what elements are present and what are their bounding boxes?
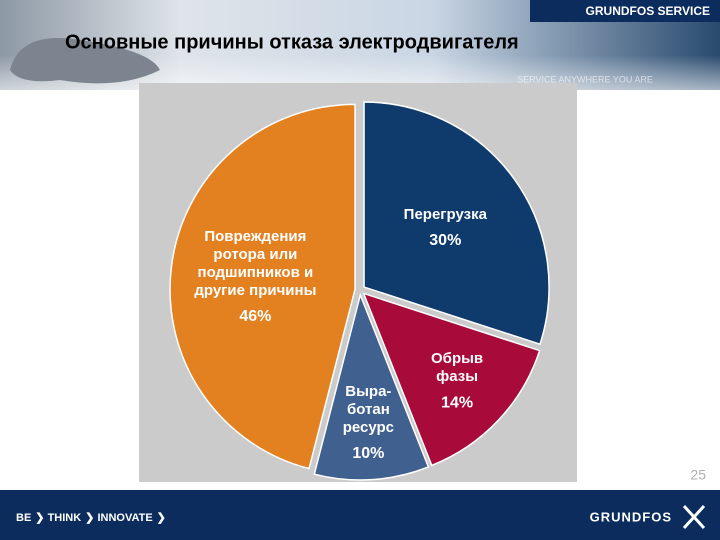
header-pipe bbox=[10, 38, 160, 84]
value-label: 46% bbox=[239, 308, 271, 325]
slice-label: подшипников и bbox=[198, 264, 314, 281]
slice-label: ресурс bbox=[343, 419, 394, 436]
pie-slice bbox=[363, 101, 550, 346]
footer-slogan: BE ❯ THINK ❯ INNOVATE ❯ bbox=[16, 512, 166, 524]
value-label: 10% bbox=[352, 445, 384, 462]
value-label: 14% bbox=[441, 394, 473, 411]
header-slogan: SERVICE ANYWHERE YOU ARE bbox=[517, 74, 653, 84]
slice-label: ротора или bbox=[213, 246, 297, 263]
slice-label: другие причины bbox=[194, 282, 316, 299]
pie-slice bbox=[169, 103, 356, 470]
footer-arrow: ❯ bbox=[157, 512, 166, 524]
value-label: 30% bbox=[429, 232, 461, 249]
slice-label: ботан bbox=[347, 401, 390, 418]
footer-bar bbox=[0, 490, 720, 540]
footer-word: INNOVATE bbox=[97, 512, 152, 524]
slice-label: фазы bbox=[436, 368, 478, 385]
slice-label: Обрыв bbox=[431, 350, 483, 367]
brand-bar bbox=[530, 0, 720, 22]
logo-mark bbox=[682, 504, 706, 530]
slice-label: Выра- bbox=[345, 383, 391, 400]
footer-arrow: ❯ bbox=[85, 512, 97, 524]
pie-slice bbox=[313, 292, 430, 481]
footer-logo: GRUNDFOS bbox=[590, 509, 672, 524]
chart-title: Основные причины отказа электродвигателя bbox=[65, 31, 519, 53]
pie-slice bbox=[362, 292, 541, 467]
slice-label: Повреждения bbox=[204, 228, 306, 245]
slice-label: Перегрузка bbox=[404, 206, 488, 223]
page-number: 25 bbox=[690, 467, 706, 483]
footer-word: THINK bbox=[48, 512, 82, 524]
brand: GRUNDFOS SERVICE bbox=[586, 4, 710, 18]
footer-arrow: ❯ bbox=[35, 512, 47, 524]
footer-word: BE bbox=[16, 512, 31, 524]
